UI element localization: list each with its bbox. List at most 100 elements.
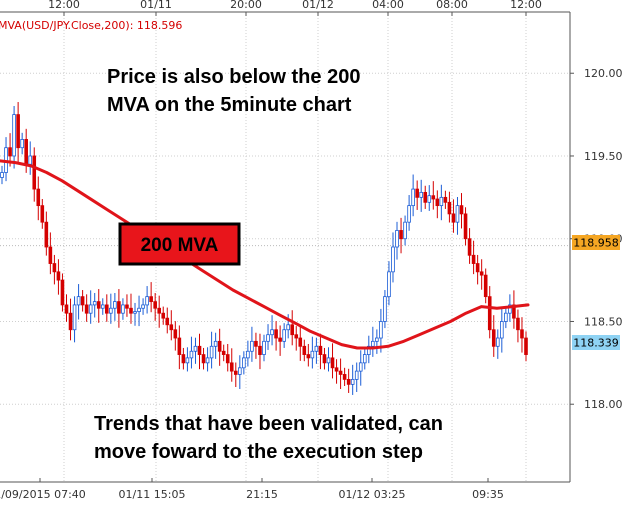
- candle-body: [229, 362, 234, 372]
- candle-body: [475, 263, 480, 273]
- bottom-annotation: Trends that have been validated, can mov…: [94, 413, 443, 463]
- candle-body: [153, 301, 157, 309]
- candle-body: [238, 367, 242, 375]
- candle-body: [350, 378, 355, 385]
- bottom-annotation-line-1: Trends that have been validated, can: [94, 413, 443, 435]
- bottom-time-label: 09:35: [472, 488, 504, 501]
- top-time-label: 01/12: [302, 0, 334, 11]
- candle-body: [318, 345, 323, 355]
- candle-body: [221, 350, 226, 355]
- top-time-label: 01/11: [140, 0, 172, 11]
- candle-body: [161, 312, 166, 319]
- candle-body: [451, 213, 456, 223]
- candle-body: [68, 312, 73, 331]
- candle-body: [487, 296, 492, 331]
- candle-body: [447, 201, 452, 215]
- candle-body: [177, 337, 182, 355]
- candle-body: [342, 374, 347, 380]
- candle-body: [64, 304, 69, 314]
- candle-body: [274, 329, 278, 339]
- candle-body: [491, 329, 496, 347]
- candle-body: [129, 307, 133, 314]
- candle-body: [88, 304, 93, 314]
- top-time-label: 20:00: [230, 0, 262, 11]
- candle-body: [250, 340, 254, 352]
- top-annotation-line-1: Price is also below the 200: [107, 66, 360, 88]
- current-price-badge-text: 118.958: [573, 237, 619, 250]
- price-tick-label: 119.50: [584, 150, 623, 163]
- candle-body: [12, 114, 16, 157]
- candle-body: [443, 196, 448, 203]
- candle-body: [435, 198, 440, 207]
- candle-body: [117, 301, 121, 314]
- candle-body: [423, 191, 428, 203]
- candle-body: [334, 367, 339, 372]
- candle-body: [169, 324, 174, 331]
- candle-body: [149, 296, 153, 303]
- candle-body: [371, 340, 375, 347]
- candle-body: [28, 155, 33, 165]
- candle-body: [483, 274, 488, 298]
- mva-label-box-bg: [118, 222, 241, 266]
- candle-body: [395, 230, 399, 248]
- candle-body: [467, 238, 472, 256]
- candle-body: [306, 354, 311, 359]
- candle-body: [242, 357, 246, 369]
- candle-body: [326, 357, 331, 364]
- bottom-time-label: 1/09/2015 07:40: [0, 488, 86, 501]
- candle-body: [290, 324, 295, 336]
- price-tick-label: 118.50: [584, 315, 623, 328]
- candle-body: [52, 263, 57, 273]
- candle-body: [508, 304, 512, 314]
- candle-body: [44, 221, 49, 248]
- candle-body: [399, 230, 403, 240]
- candle-body: [80, 296, 85, 306]
- candle-body: [431, 195, 436, 200]
- candle-body: [302, 345, 307, 355]
- candles: [0, 102, 528, 395]
- price-tick-label: 120.00: [584, 67, 623, 80]
- candle-body: [225, 354, 230, 364]
- candle-body: [24, 139, 28, 165]
- bottom-time-axis: 1/09/2015 07:40 01/11 15:05 21:15 01/12 03:…: [0, 478, 504, 501]
- candle-body: [72, 304, 77, 331]
- bottom-annotation-line-2: move foward to the execution step: [94, 441, 423, 463]
- candle-body: [403, 221, 407, 240]
- price-tick-label: 118.00: [584, 398, 623, 411]
- candle-body: [375, 337, 379, 342]
- candle-body: [471, 254, 476, 264]
- candle-body: [157, 307, 162, 314]
- candle-body: [415, 188, 419, 198]
- candle-body: [512, 304, 516, 319]
- candle-body: [145, 296, 149, 306]
- top-annotation: Price is also below the 200 MVA on the 5…: [107, 66, 360, 116]
- candle-body: [197, 345, 202, 355]
- candle-body: [246, 350, 250, 359]
- candle-body: [201, 354, 206, 364]
- candle-body: [330, 357, 335, 369]
- candle-body: [105, 304, 109, 314]
- candle-body: [427, 195, 432, 203]
- candle-body: [141, 304, 145, 309]
- top-time-label: 12:00: [510, 0, 542, 11]
- candle-body: [262, 340, 266, 355]
- candle-body: [20, 139, 24, 149]
- candle-body: [96, 301, 101, 309]
- candle-body: [193, 345, 198, 352]
- candle-body: [209, 345, 214, 359]
- candle-body: [258, 345, 262, 355]
- mva-legend: MVA(USD/JPY.Close,200): 118.596: [0, 19, 182, 32]
- candle-body: [504, 312, 508, 322]
- candle-body: [100, 304, 105, 309]
- mva-label-box: 200 MVA: [118, 222, 241, 266]
- candle-body: [459, 205, 464, 215]
- candle-body: [16, 114, 20, 149]
- candle-body: [463, 213, 468, 240]
- mva-line-group: [0, 159, 530, 350]
- candle-body: [181, 354, 186, 364]
- candle-body: [133, 311, 137, 314]
- candle-body: [40, 205, 45, 223]
- bottom-time-label: 01/11 15:05: [119, 488, 186, 501]
- candle-body: [185, 357, 190, 364]
